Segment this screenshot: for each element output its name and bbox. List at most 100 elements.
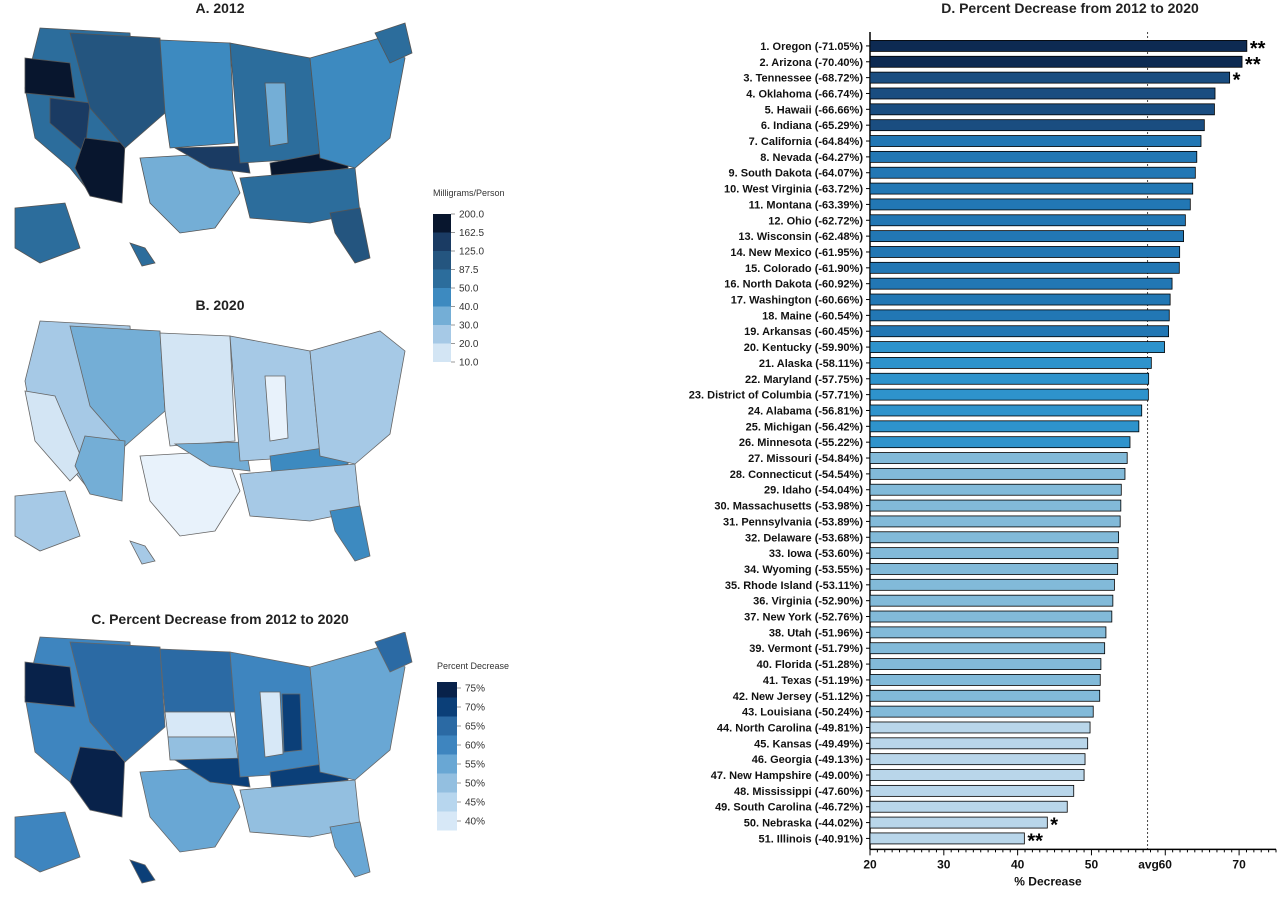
- legend-mg-tick: 162.5: [459, 228, 484, 239]
- bar-label: 1. Oregon (-71.05%): [760, 41, 863, 53]
- bar: [869, 420, 1140, 433]
- legend-mg-title: Milligrams/Person: [433, 188, 505, 198]
- bar: [869, 800, 1068, 813]
- bar: [869, 71, 1231, 84]
- legend-pct-swatch: [437, 716, 457, 736]
- bar-label: 34. Wyoming (-53.55%): [744, 564, 863, 576]
- x-tick-label: 60: [1159, 857, 1173, 871]
- map-b-oklahoma: [173, 441, 251, 472]
- bar: [869, 753, 1086, 766]
- bar: [869, 230, 1184, 243]
- avg-tick-label: avg: [1138, 857, 1159, 871]
- legend-pct-swatch: [437, 773, 457, 793]
- map-a-alaska: [14, 202, 81, 264]
- map-b-mountain: [69, 325, 166, 447]
- bar: [869, 293, 1171, 306]
- bar-label: 47. New Hampshire (-49.00%): [711, 770, 864, 782]
- legend-mg-scale: 200.0 162.5 125.0 87.5 50.0 40.0 30.0 20.0 10.0: [433, 210, 484, 369]
- bar: [869, 499, 1122, 512]
- bar-label: 7. California (-64.84%): [749, 136, 864, 148]
- bar: [869, 198, 1191, 211]
- bar-label: 16. North Dakota (-60.92%): [724, 279, 863, 291]
- bar: [869, 610, 1113, 623]
- bar-label: 2. Arizona (-70.40%): [759, 57, 863, 69]
- significance-mark: **: [1250, 38, 1266, 60]
- legend-pct-swatch: [437, 811, 457, 831]
- map-b-plains: [159, 332, 236, 447]
- bar-label: 30. Massachusetts (-53.98%): [714, 501, 863, 513]
- bar: [869, 515, 1121, 528]
- map-b-arizona: [74, 435, 126, 502]
- bar-label: 9. South Dakota (-64.07%): [729, 168, 864, 180]
- bar: [869, 547, 1119, 560]
- panel-b-title: B. 2020: [195, 297, 245, 313]
- bar: [869, 341, 1165, 353]
- panel-c-title: C. Percent Decrease from 2012 to 2020: [91, 611, 349, 627]
- bar-label: 8. Nevada (-64.27%): [760, 152, 863, 164]
- bar-label: 14. New Mexico (-61.95%): [730, 247, 863, 259]
- legend-pct-tick: 40%: [465, 817, 485, 828]
- bar-label: 45. Kansas (-49.49%): [754, 738, 863, 750]
- bar-label: 29. Idaho (-54.04%): [764, 485, 863, 497]
- legend-mg-swatch: [433, 214, 451, 233]
- legend-mg-tick: 50.0: [459, 284, 479, 295]
- legend-mg-tick: 200.0: [459, 210, 484, 221]
- significance-mark: *: [1050, 815, 1058, 837]
- map-b-hawaii: [129, 540, 156, 565]
- bar-label: 48. Mississippi (-47.60%): [734, 786, 863, 798]
- map-a-mountain: [69, 32, 166, 149]
- map-a-hawaii: [129, 242, 156, 267]
- map-a-arizona: [74, 137, 126, 204]
- bar: [869, 388, 1149, 401]
- map-c-oklahoma: [173, 757, 251, 788]
- map-c-alaska: [14, 811, 81, 873]
- bar: [869, 214, 1186, 227]
- legend-pct-tick: 45%: [465, 798, 485, 809]
- map-c-florida: [329, 821, 371, 878]
- map-b-alaska: [14, 490, 81, 552]
- bar: [869, 452, 1128, 464]
- panel-a-title: A. 2012: [195, 0, 245, 16]
- x-tick-label: 20: [863, 857, 877, 871]
- bar: [869, 261, 1180, 274]
- bar-label: 41. Texas (-51.19%): [763, 675, 863, 687]
- map-a-maine: [374, 22, 413, 64]
- bar-label: 4. Oklahoma (-66.74%): [746, 88, 863, 100]
- legend-pct-swatch: [437, 697, 457, 717]
- bar: [869, 436, 1131, 449]
- legend-pct-tick: 60%: [465, 741, 485, 752]
- bar-label: 32. Delaware (-53.68%): [745, 532, 863, 544]
- bar: [869, 737, 1089, 750]
- bar-label: 10. West Virginia (-63.72%): [724, 184, 863, 196]
- map-2012: [14, 22, 413, 267]
- legend-pct-swatch: [437, 682, 457, 698]
- x-tick-label: 40: [1011, 857, 1025, 871]
- map-a-florida: [329, 207, 371, 264]
- bar: [869, 816, 1048, 829]
- bar: [869, 467, 1126, 480]
- bar: [869, 309, 1170, 322]
- bar: [869, 674, 1101, 686]
- bar: [869, 277, 1173, 290]
- map-c-indiana: [281, 693, 303, 753]
- bar-label: 37. New York (-52.76%): [744, 612, 863, 624]
- legend-pct-swatch: [437, 735, 457, 755]
- bar-label: 43. Louisiana (-50.24%): [742, 707, 863, 719]
- bar-label: 18. Maine (-60.54%): [762, 310, 863, 322]
- bar-label: 5. Hawaii (-66.66%): [765, 104, 864, 116]
- bar: [869, 372, 1150, 385]
- bar: [869, 578, 1115, 591]
- bar-label: 44. North Carolina (-49.81%): [717, 722, 863, 734]
- legend-pct-title: Percent Decrease: [437, 661, 510, 671]
- bar-label: 3. Tennessee (-68.72%): [743, 73, 863, 85]
- map-a-oregon: [24, 57, 76, 99]
- bar: [869, 626, 1107, 639]
- bar-label: 13. Wisconsin (-62.48%): [738, 231, 863, 243]
- legend-mg-tick: 87.5: [459, 265, 479, 276]
- map-percent-decrease: [14, 632, 413, 884]
- legend-pct-swatch: [437, 792, 457, 812]
- map-c-maine: [374, 632, 413, 673]
- legend-mg-swatch: [433, 232, 451, 251]
- map-c-illinois: [259, 691, 284, 758]
- bar-label: 11. Montana (-63.39%): [749, 199, 864, 211]
